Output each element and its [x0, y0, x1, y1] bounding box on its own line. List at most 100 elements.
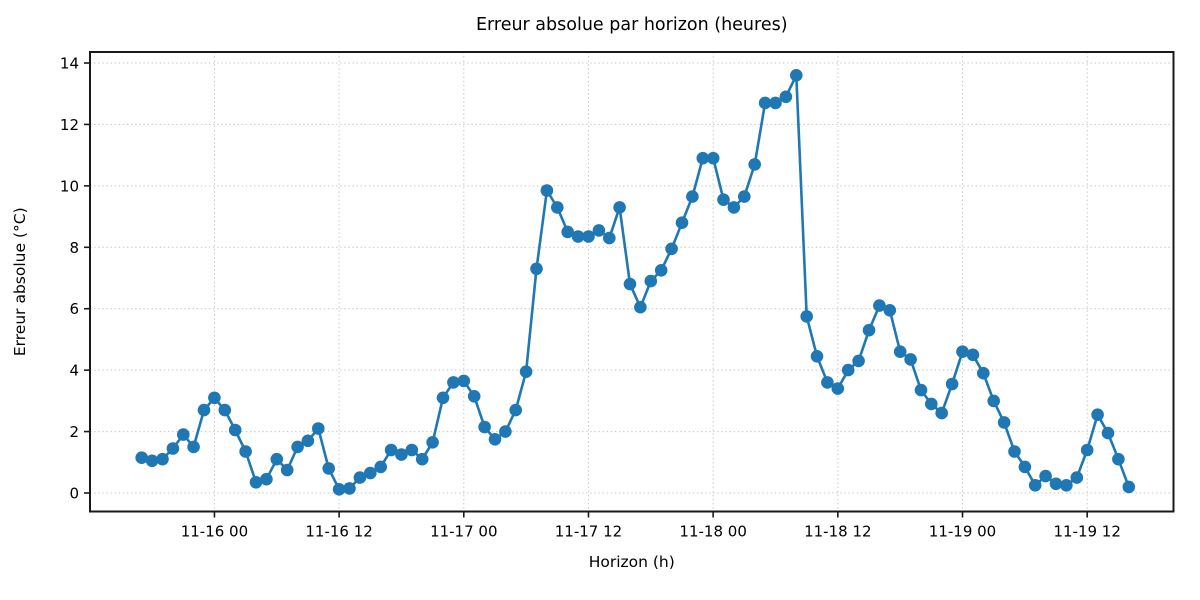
data-point: [343, 482, 356, 495]
data-point: [488, 433, 502, 446]
data-point: [551, 201, 564, 214]
data-point: [166, 442, 180, 455]
data-point: [769, 96, 782, 110]
data-point: [945, 377, 959, 391]
chart-title: Erreur absolue par horizon (heures): [476, 15, 788, 35]
y-tick-label: 14: [60, 55, 79, 73]
data-point: [665, 242, 678, 256]
data-point: [1122, 480, 1136, 494]
data-point: [592, 224, 606, 237]
data-point: [519, 365, 533, 379]
data-point: [914, 383, 928, 397]
y-tick-label: 10: [60, 177, 79, 195]
y-tick-label: 0: [69, 485, 79, 503]
x-tick-label: 11-17 00: [430, 523, 497, 541]
y-tick-label: 8: [69, 239, 79, 257]
data-point: [790, 69, 803, 82]
data-point: [405, 443, 419, 457]
data-point: [384, 443, 398, 457]
data-point: [966, 348, 980, 362]
data-point: [280, 463, 294, 477]
line-series: [135, 69, 1136, 496]
data-point: [395, 448, 408, 461]
y-tick-label: 6: [69, 300, 79, 318]
y-tick-label: 2: [69, 423, 79, 441]
data-point: [603, 231, 616, 245]
data-point: [706, 151, 720, 165]
x-tick-label: 11-16 12: [305, 523, 372, 541]
x-axis-label: Horizon (h): [589, 553, 675, 571]
axes-spines: [89, 51, 1175, 513]
data-point: [364, 466, 377, 480]
data-point: [779, 90, 793, 104]
data-point: [499, 425, 512, 438]
y-tick-label: 4: [69, 362, 79, 380]
data-point: [935, 406, 948, 420]
data-point: [1049, 477, 1063, 491]
data-point: [717, 193, 730, 206]
data-point: [686, 190, 699, 203]
data-point: [987, 394, 1000, 408]
data-point: [145, 454, 159, 468]
data-point: [571, 230, 585, 243]
data-point: [228, 423, 242, 437]
data-point: [457, 374, 471, 388]
data-point: [738, 190, 751, 203]
data-point: [332, 483, 346, 496]
data-point: [530, 262, 543, 276]
data-point: [800, 310, 813, 323]
data-point: [156, 452, 169, 466]
x-tick-label: 11-16 00: [181, 523, 248, 541]
x-tick-label: 11-19 00: [929, 523, 996, 541]
data-point: [862, 323, 876, 337]
data-point: [1112, 452, 1125, 466]
data-point: [1028, 479, 1042, 492]
data-point: [925, 397, 938, 411]
data-point: [1018, 460, 1032, 474]
data-point: [436, 391, 450, 405]
data-point: [904, 353, 917, 366]
data-point: [197, 403, 211, 417]
y-axis-label: Erreur absolue (°C): [11, 207, 29, 356]
data-point: [312, 422, 325, 435]
data-point: [540, 184, 554, 197]
data-point: [997, 416, 1011, 429]
data-point: [831, 382, 845, 395]
data-point: [1091, 408, 1104, 422]
data-point: [509, 403, 522, 417]
data-point: [654, 264, 668, 277]
data-point: [1070, 471, 1084, 484]
data-point: [353, 471, 367, 484]
x-tick-label: 11-17 12: [555, 523, 622, 541]
data-point: [1080, 443, 1094, 457]
grid-layer: [90, 52, 1174, 512]
data-point: [977, 366, 990, 380]
data-point: [634, 300, 647, 314]
data-point: [322, 462, 336, 475]
data-point: [873, 299, 886, 312]
data-point: [821, 376, 834, 389]
y-tick-label: 12: [60, 116, 79, 134]
data-point: [1101, 426, 1115, 440]
x-tick-label: 11-19 12: [1053, 523, 1120, 541]
data-point: [613, 201, 626, 214]
data-point: [415, 452, 429, 466]
plot-border: [89, 51, 1175, 513]
data-point: [467, 390, 481, 403]
data-point: [727, 201, 741, 214]
data-point: [810, 350, 824, 363]
data-point: [675, 216, 689, 229]
data-point: [696, 151, 710, 165]
data-point: [260, 472, 273, 486]
data-point: [187, 440, 200, 454]
data-point: [883, 304, 897, 317]
data-point: [644, 274, 658, 288]
data-point: [374, 460, 388, 474]
data-point: [426, 436, 439, 449]
data-point: [208, 391, 221, 405]
data-point: [623, 277, 637, 291]
data-point: [1060, 479, 1073, 492]
data-point: [582, 230, 595, 243]
data-point: [748, 158, 761, 171]
